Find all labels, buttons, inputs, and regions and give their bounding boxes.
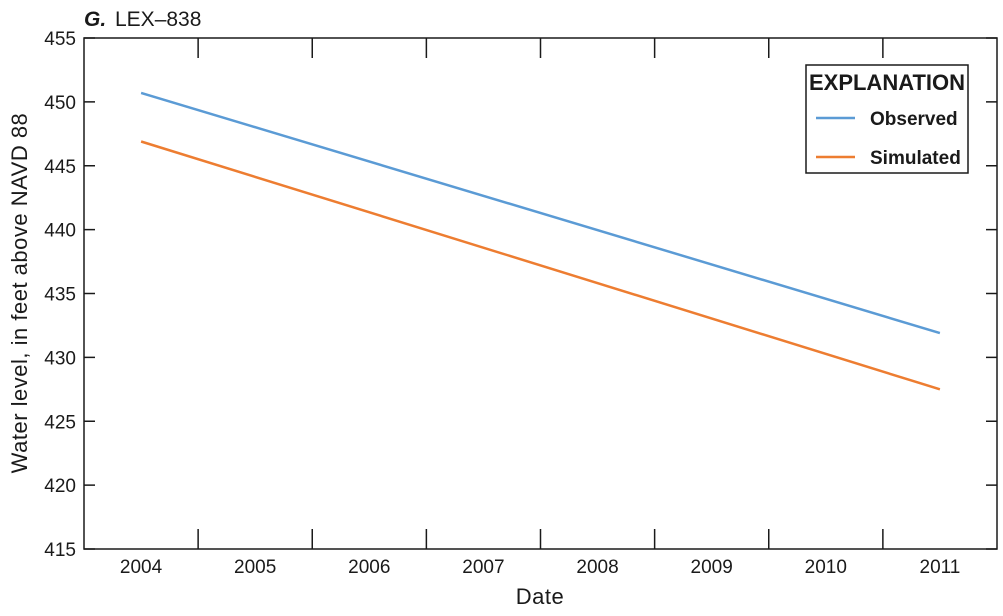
- x-tick-label: 2007: [462, 557, 504, 578]
- y-tick-label: 445: [44, 157, 76, 178]
- x-tick-label: 2004: [120, 557, 163, 578]
- x-tick-label: 2008: [576, 557, 618, 578]
- legend-title: EXPLANATION: [809, 70, 965, 95]
- x-tick-label: 2011: [920, 557, 961, 578]
- legend-label-simulated: Simulated: [870, 148, 961, 169]
- x-tick-label: 2005: [234, 557, 276, 578]
- y-tick-label: 420: [44, 476, 76, 497]
- x-tick-label: 2006: [348, 557, 390, 578]
- series-layer: [140, 91, 941, 391]
- y-axis: 415 420 425 430 435 440 445 450 455: [44, 29, 997, 561]
- y-tick-label: 450: [44, 93, 76, 114]
- x-axis: 2004 2005 2006 2007 2008 2009 2010 2011: [120, 38, 960, 578]
- panel-letter: G.: [84, 8, 106, 31]
- y-tick-label: 425: [44, 412, 76, 433]
- legend-label-observed: Observed: [870, 109, 958, 130]
- series-line-simulated: [140, 140, 941, 391]
- y-tick-label: 415: [44, 540, 76, 561]
- y-axis-title: Water level, in feet above NAVD 88: [7, 113, 32, 474]
- y-tick-label: 435: [44, 285, 76, 306]
- legend: EXPLANATION Observed Simulated: [805, 64, 969, 174]
- chart-title: LEX–838: [115, 8, 201, 31]
- y-tick-label: 440: [44, 221, 76, 242]
- x-tick-label: 2010: [805, 557, 847, 578]
- y-tick-label: 430: [44, 348, 76, 369]
- x-axis-title: Date: [516, 584, 564, 609]
- y-tick-label: 455: [44, 29, 76, 50]
- series-line-observed: [140, 91, 941, 335]
- x-tick-label: 2009: [691, 557, 733, 578]
